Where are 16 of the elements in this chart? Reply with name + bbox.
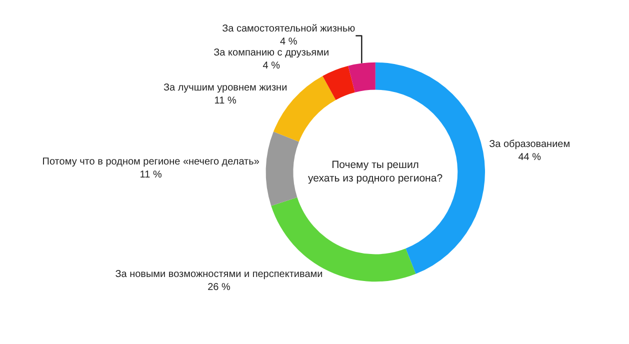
slice-label: За новыми возможностями и перспективами — [115, 269, 323, 280]
slice-label: Потому что в родном регионе «нечего делать» — [42, 156, 260, 168]
slice-label: За образованием — [489, 139, 570, 150]
data-label: 11 % — [140, 170, 162, 181]
donut-slice — [322, 66, 355, 100]
data-label: 4 % — [262, 60, 280, 72]
data-label: 26 % — [208, 282, 230, 294]
data-label: 44 % — [518, 152, 542, 164]
data-label: 4 % — [280, 36, 298, 48]
slice-label: За компанию с друзьями — [214, 48, 330, 59]
slice-label: За лучшим уровнем жизни — [163, 82, 288, 94]
donut-slice — [266, 132, 299, 206]
text: Почему ты решил уехать из родного региона? — [308, 159, 443, 185]
slice-label: За самостоятельной жизнью — [222, 24, 356, 35]
donut-slice — [348, 62, 376, 92]
data-label: 11 % — [214, 95, 236, 106]
